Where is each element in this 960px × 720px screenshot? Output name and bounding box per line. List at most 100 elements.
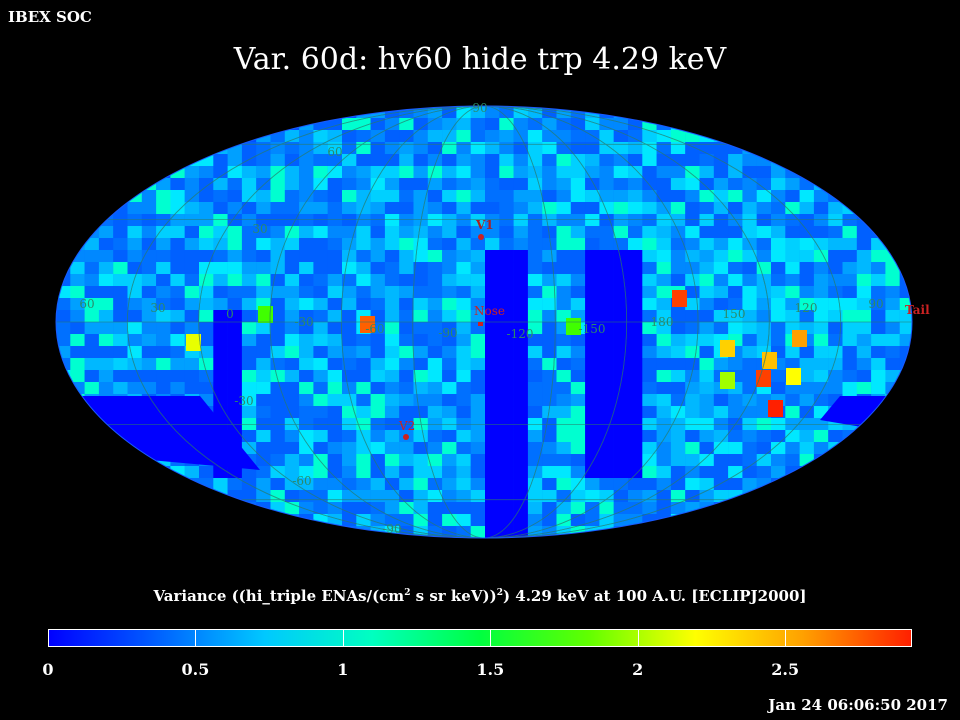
map-pixel [256, 190, 271, 203]
map-pixel [70, 334, 85, 347]
map-pixel [899, 382, 912, 395]
map-pixel [141, 322, 157, 335]
map-pixel [56, 346, 71, 359]
map-pixel [728, 478, 743, 491]
colorbar-label: Variance ((hi_triple ENAs/(cm2 s sr keV)… [153, 587, 807, 605]
lon-label: -90 [438, 326, 457, 340]
map-pixel [813, 250, 829, 263]
map-pixel [456, 394, 471, 407]
map-pixel [785, 406, 800, 419]
map-pixel [84, 382, 100, 395]
map-pixel [485, 154, 500, 167]
map-pixel [899, 334, 912, 347]
map-pixel [628, 358, 643, 371]
map-pixel [799, 250, 815, 263]
map-pixel [670, 394, 686, 407]
map-pixel [256, 394, 271, 407]
map-pixel [513, 178, 529, 191]
map-pixel [756, 406, 772, 419]
map-pixel [427, 466, 443, 479]
map-pixel [241, 322, 257, 335]
map-pixel [628, 310, 643, 323]
map-pixel [699, 358, 714, 371]
map-pixel [585, 406, 600, 419]
map-pixel [699, 190, 714, 203]
map-pixel [899, 238, 912, 251]
map-pixel [313, 382, 328, 395]
map-pixel [628, 202, 643, 215]
map-pixel [527, 454, 543, 467]
map-pixel [813, 310, 829, 323]
map-pixel [127, 226, 142, 239]
map-pixel [628, 502, 643, 515]
map-pixel [313, 346, 328, 359]
map-pixel [256, 178, 271, 191]
map-pixel [313, 130, 328, 143]
map-pixel [442, 274, 457, 287]
map-pixel [113, 334, 128, 347]
map-pixel [70, 238, 85, 251]
map-pixel [899, 394, 912, 407]
map-pixel [284, 298, 300, 311]
map-pixel [70, 370, 85, 383]
map-pixel [470, 394, 486, 407]
map-pixel [427, 478, 443, 491]
map-pixel [570, 502, 586, 515]
marker-v2-label: V2 [398, 419, 415, 433]
map-pixel [199, 274, 214, 287]
map-pixel [485, 454, 500, 467]
map-pixel [556, 238, 571, 251]
map-pixel [813, 262, 829, 275]
map-pixel [227, 322, 243, 335]
map-pixel [899, 310, 912, 323]
map-pixel [470, 238, 486, 251]
map-pixel [413, 154, 428, 167]
map-pixel [828, 334, 843, 347]
map-pixel [485, 430, 500, 443]
map-pixel [728, 250, 743, 263]
map-pixel [527, 334, 543, 347]
map-pixel [213, 190, 228, 203]
map-pixel [141, 226, 157, 239]
map-pixel [570, 262, 586, 275]
map-pixel [871, 346, 886, 359]
map-pixel [513, 262, 529, 275]
map-pixel [241, 202, 257, 215]
map-pixel [141, 334, 157, 347]
map-pixel [442, 442, 457, 455]
map-pixel [327, 166, 343, 179]
map-pixel [856, 238, 872, 251]
map-pixel [284, 178, 300, 191]
map-pixel [299, 346, 314, 359]
map-pixel [127, 382, 142, 395]
map-pixel [270, 346, 285, 359]
map-pixel [342, 202, 357, 215]
map-pixel [413, 178, 428, 191]
map-pixel [799, 202, 815, 215]
map-pixel [642, 202, 657, 215]
map-pixel [542, 466, 557, 479]
map-pixel [399, 238, 414, 251]
map-pixel [842, 454, 857, 467]
map-pixel [370, 250, 386, 263]
map-pixel [628, 262, 643, 275]
map-pixel [299, 202, 314, 215]
colorbar [48, 629, 912, 647]
map-pixel [370, 298, 386, 311]
map-pixel [842, 310, 857, 323]
map-pixel [284, 418, 300, 431]
map-pixel [699, 490, 714, 503]
map-pixel [813, 202, 829, 215]
map-pixel [113, 226, 128, 239]
map-pixel [499, 274, 514, 287]
map-pixel [327, 202, 343, 215]
map-pixel [442, 286, 457, 299]
map-pixel [699, 514, 714, 527]
map-pixel [527, 358, 543, 371]
map-pixel [513, 214, 529, 227]
map-pixel [899, 322, 912, 335]
map-pixel [227, 262, 243, 275]
map-pixel [256, 238, 271, 251]
map-pixel [885, 418, 900, 431]
map-pixel [742, 250, 757, 263]
